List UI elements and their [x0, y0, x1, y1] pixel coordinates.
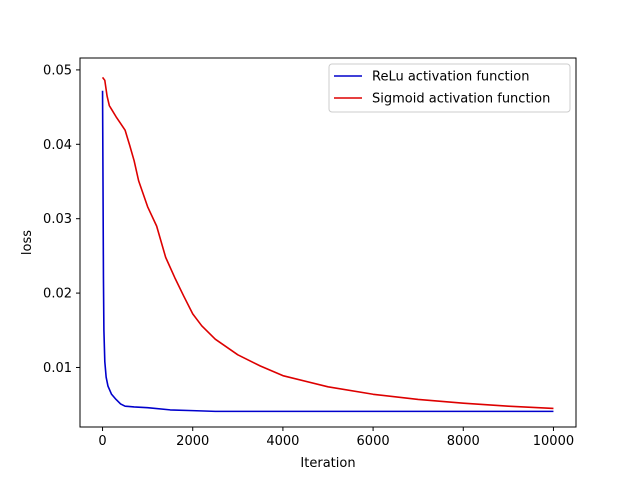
series-line-1 — [101, 76, 554, 410]
y-tick-label: 0.01 — [43, 361, 72, 376]
legend-label-0: ReLu activation function — [372, 70, 529, 85]
x-axis-label: Iteration — [300, 456, 355, 471]
y-axis-label: loss — [20, 230, 35, 255]
y-tick-label: 0.03 — [43, 212, 72, 227]
axes: 0 2000 4000 6000 8000 10000 0.01 0.02 0.03 0.04 0.… — [20, 57, 577, 471]
x-tick-label: 8000 — [447, 434, 480, 449]
y-tick-label: 0.02 — [43, 287, 72, 302]
x-tick-label: 4000 — [266, 434, 299, 449]
legend-box — [328, 63, 571, 113]
y-tick-label: 0.04 — [43, 138, 72, 153]
axes-frame — [79, 57, 577, 428]
legend: ReLu activation function Sigmoid activati… — [328, 63, 571, 113]
x-tick-label: 0 — [98, 434, 106, 449]
x-tick-label: 2000 — [176, 434, 209, 449]
plot-area — [101, 76, 554, 413]
x-tick-label: 10000 — [533, 434, 574, 449]
x-tick-label: 6000 — [357, 434, 390, 449]
series-line-0 — [101, 90, 554, 413]
y-tick-label: 0.05 — [43, 63, 72, 78]
legend-label-1: Sigmoid activation function — [372, 92, 550, 107]
